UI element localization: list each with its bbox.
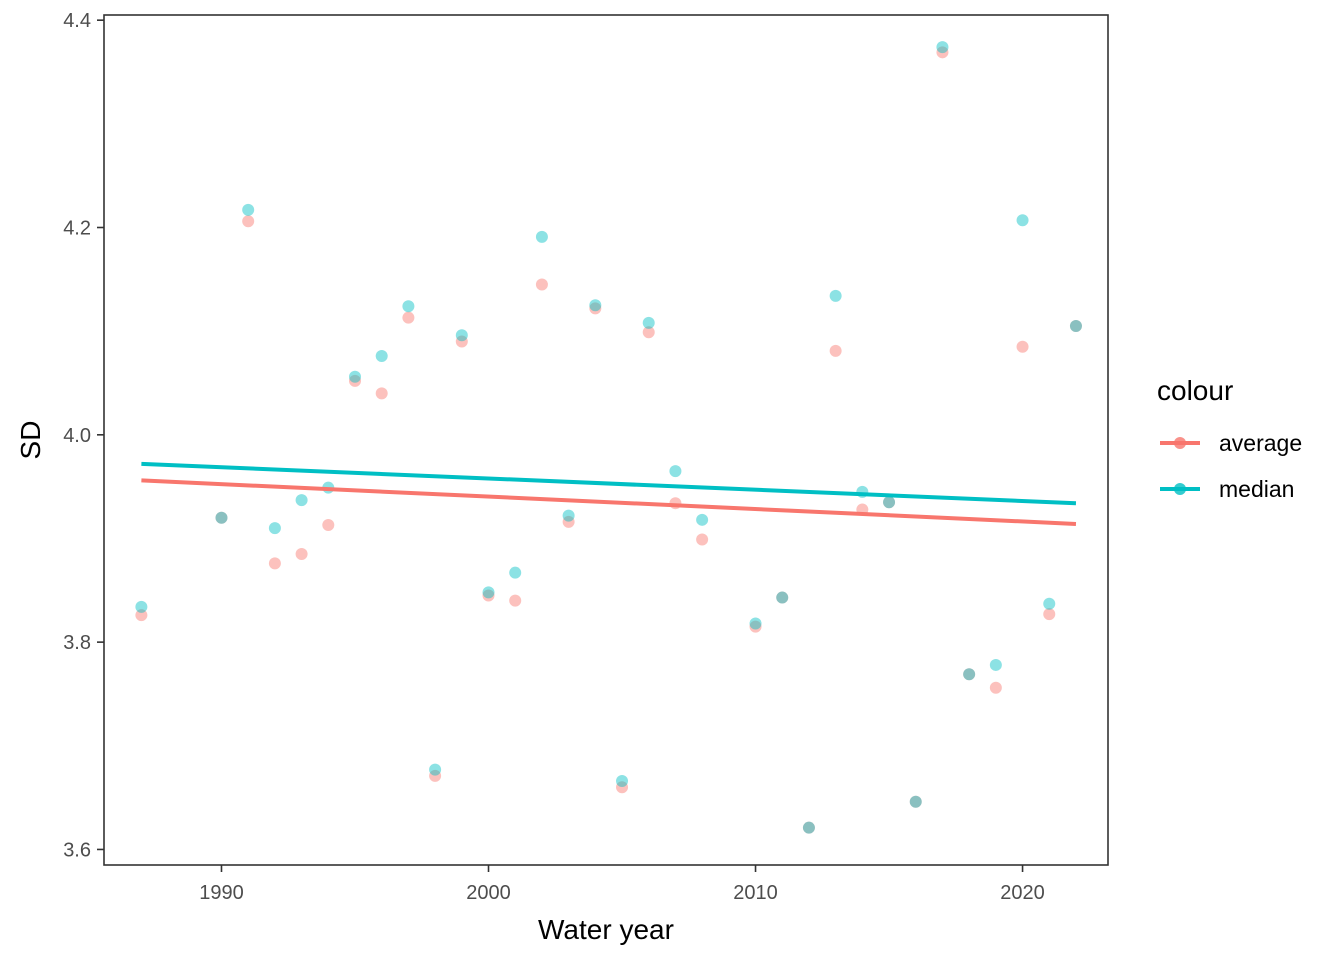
- data-point-average: [455, 335, 468, 348]
- trend-lines-layer: [141, 461, 1077, 526]
- data-point-average: [482, 589, 495, 602]
- data-point-median: [509, 566, 522, 579]
- data-point-median: [909, 795, 922, 808]
- data-point-median: [268, 522, 281, 535]
- data-point-average: [375, 387, 388, 400]
- data-point-average: [429, 769, 442, 782]
- data-point-average: [802, 821, 815, 834]
- data-point-median: [589, 299, 602, 312]
- data-point-average: [268, 557, 281, 570]
- data-point-average: [1043, 608, 1056, 621]
- data-point-median: [1043, 597, 1056, 610]
- data-point-average: [963, 668, 976, 681]
- legend-key-point-median: [1174, 483, 1186, 495]
- data-point-median: [349, 370, 361, 383]
- legend: average median: [1160, 430, 1302, 502]
- data-point-average: [509, 594, 522, 607]
- legend-label-average: average: [1219, 430, 1302, 456]
- data-point-average: [696, 533, 709, 546]
- data-point-median: [215, 511, 228, 524]
- data-point-median: [562, 509, 575, 522]
- data-point-average: [883, 496, 896, 509]
- data-point-median: [616, 775, 629, 788]
- data-point-average: [589, 302, 602, 315]
- x-tick-label: 2010: [733, 882, 778, 904]
- y-tick-label: 4.4: [63, 10, 91, 32]
- trend-line-median: [141, 461, 1077, 506]
- x-tick-label: 1990: [199, 882, 244, 904]
- x-axis-title: Water year: [538, 914, 674, 945]
- data-point-average: [562, 515, 575, 528]
- legend-title: colour: [1157, 375, 1233, 406]
- data-point-average: [776, 591, 789, 604]
- data-point-median: [135, 600, 148, 613]
- data-point-median: [696, 513, 709, 526]
- data-point-median: [883, 496, 896, 509]
- data-point-median: [482, 586, 495, 599]
- data-point-median: [535, 230, 548, 243]
- legend-key-point-average: [1174, 437, 1186, 449]
- data-point-median: [829, 289, 842, 302]
- data-point-average: [909, 795, 922, 808]
- data-point-median: [936, 41, 949, 54]
- points-layer: [135, 41, 1082, 834]
- data-point-average: [829, 344, 842, 357]
- data-point-average: [642, 326, 655, 339]
- data-point-average: [936, 46, 949, 59]
- x-tick-label: 2020: [1000, 882, 1045, 904]
- data-point-median: [455, 329, 468, 342]
- y-axis-title: SD: [15, 421, 46, 460]
- data-point-average: [295, 548, 308, 561]
- trend-line-average: [141, 478, 1077, 526]
- data-point-average: [242, 215, 255, 228]
- data-point-average: [349, 374, 361, 387]
- y-tick-label: 4.2: [63, 218, 91, 240]
- plot-panel-border: [103, 14, 1109, 866]
- data-point-average: [135, 609, 148, 622]
- y-tick-label: 3.6: [63, 839, 91, 861]
- data-point-median: [1069, 319, 1082, 332]
- data-point-median: [802, 821, 815, 834]
- data-point-median: [642, 316, 655, 329]
- legend-label-median: median: [1219, 476, 1294, 502]
- data-point-median: [749, 617, 762, 630]
- data-point-median: [1016, 214, 1029, 227]
- data-point-median: [402, 300, 415, 313]
- data-point-median: [242, 203, 255, 216]
- data-point-median: [963, 668, 976, 681]
- data-point-average: [1016, 340, 1029, 353]
- data-point-median: [375, 350, 388, 363]
- data-point-average: [402, 311, 415, 324]
- x-axis: 1990 2000 2010 2020: [199, 865, 1045, 904]
- data-point-average: [749, 620, 762, 633]
- y-tick-label: 3.8: [63, 632, 91, 654]
- data-point-median: [989, 658, 1002, 671]
- data-point-median: [429, 763, 442, 776]
- data-point-average: [1069, 319, 1082, 332]
- x-tick-label: 2000: [466, 882, 511, 904]
- data-point-average: [616, 781, 629, 794]
- plot-panel-background: [104, 15, 1108, 865]
- y-tick-label: 4.0: [63, 425, 91, 447]
- data-point-average: [322, 519, 335, 531]
- data-point-average: [535, 278, 548, 291]
- data-point-median: [776, 591, 789, 604]
- data-point-average: [215, 511, 228, 524]
- data-point-average: [989, 681, 1002, 694]
- data-point-median: [295, 494, 308, 507]
- y-axis: 3.6 3.8 4.0 4.2 4.4: [63, 10, 104, 861]
- data-point-median: [669, 465, 682, 478]
